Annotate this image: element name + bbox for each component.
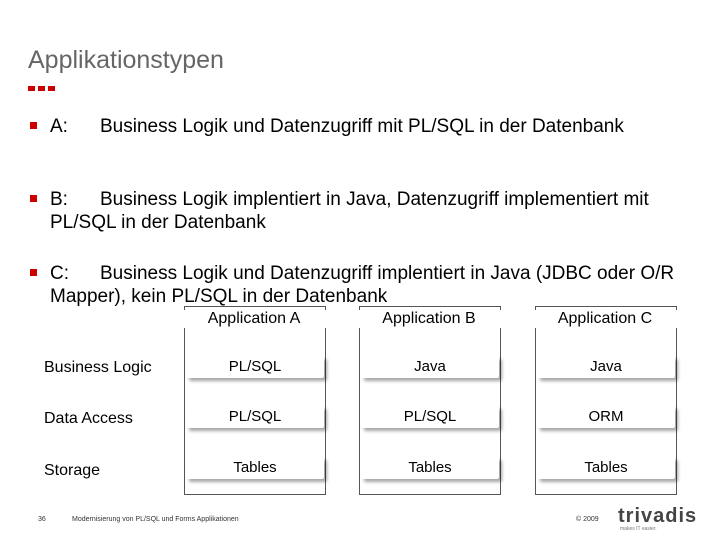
logo-wordmark: trivadis	[618, 505, 698, 527]
bullet-text: Business Logik und Datenzugriff implenti…	[50, 263, 675, 307]
cell-business-logic-a: PL/SQL	[186, 356, 324, 378]
bullet-text: Business Logik und Datenzugriff mit PL/S…	[100, 116, 624, 137]
column-header-c: Application C	[530, 310, 680, 328]
trivadis-logo: trivadis makes IT easier.	[618, 505, 697, 532]
cell-data-access-c: ORM	[537, 406, 675, 428]
cell-data-access-a: PL/SQL	[186, 406, 324, 428]
bullet-b: B: Business Logik implentiert in Java, Da…	[30, 188, 690, 234]
bullet-key: A:	[50, 116, 68, 137]
cell-storage-c: Tables	[537, 457, 675, 479]
bullet-square-icon	[30, 122, 37, 129]
cell-business-logic-b: Java	[361, 356, 499, 378]
cell-storage-a: Tables	[186, 457, 324, 479]
page-number: 36	[38, 516, 46, 523]
bullet-text: Business Logik implentiert in Java, Date…	[50, 189, 649, 233]
cell-storage-b: Tables	[361, 457, 499, 479]
footer-copyright: © 2009	[576, 516, 599, 523]
row-label-business-logic: Business Logic	[44, 359, 152, 376]
column-header-b: Application B	[354, 310, 504, 328]
bullet-key: B:	[50, 189, 68, 210]
slide-title: Applikationstypen	[28, 46, 224, 74]
logo-tagline: makes IT easier.	[620, 526, 657, 532]
footer-subtitle: Modernisierung von PL/SQL und Forms Appl…	[72, 516, 239, 523]
bullet-square-icon	[30, 195, 37, 202]
column-box-b	[359, 306, 501, 495]
bullet-c: C: Business Logik und Datenzugriff implen…	[30, 262, 690, 308]
bullet-square-icon	[30, 269, 37, 276]
column-box-c	[535, 306, 677, 495]
title-accent	[28, 86, 55, 91]
column-box-a	[184, 306, 326, 495]
row-label-storage: Storage	[44, 462, 101, 479]
column-header-a: Application A	[179, 310, 329, 328]
row-label-data-access: Data Access	[44, 410, 133, 427]
bullet-a: A: Business Logik und Datenzugriff mit PL…	[30, 115, 690, 138]
bullet-key: C:	[50, 263, 69, 284]
cell-data-access-b: PL/SQL	[361, 406, 499, 428]
cell-business-logic-c: Java	[537, 356, 675, 378]
